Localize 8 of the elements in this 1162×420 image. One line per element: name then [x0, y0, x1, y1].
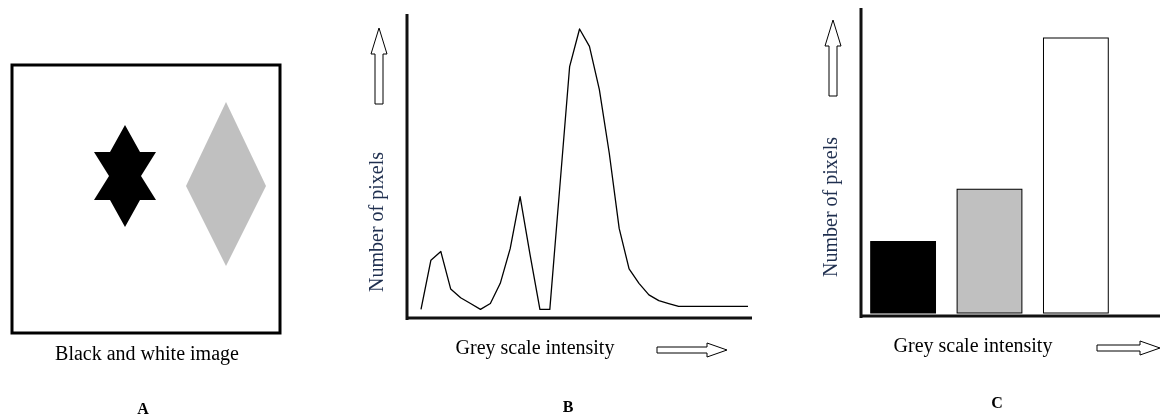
x-axis-title: Grey scale intensity: [893, 334, 1053, 357]
x-axis-title: Grey scale intensity: [455, 336, 615, 359]
text: B: [562, 398, 574, 415]
y-axis-title: Number of pixels: [365, 151, 388, 292]
text: C: [991, 394, 1003, 411]
text: Black and white image: [55, 342, 240, 365]
text: A: [137, 400, 150, 417]
y-axis-title: Number of pixels: [819, 136, 842, 277]
